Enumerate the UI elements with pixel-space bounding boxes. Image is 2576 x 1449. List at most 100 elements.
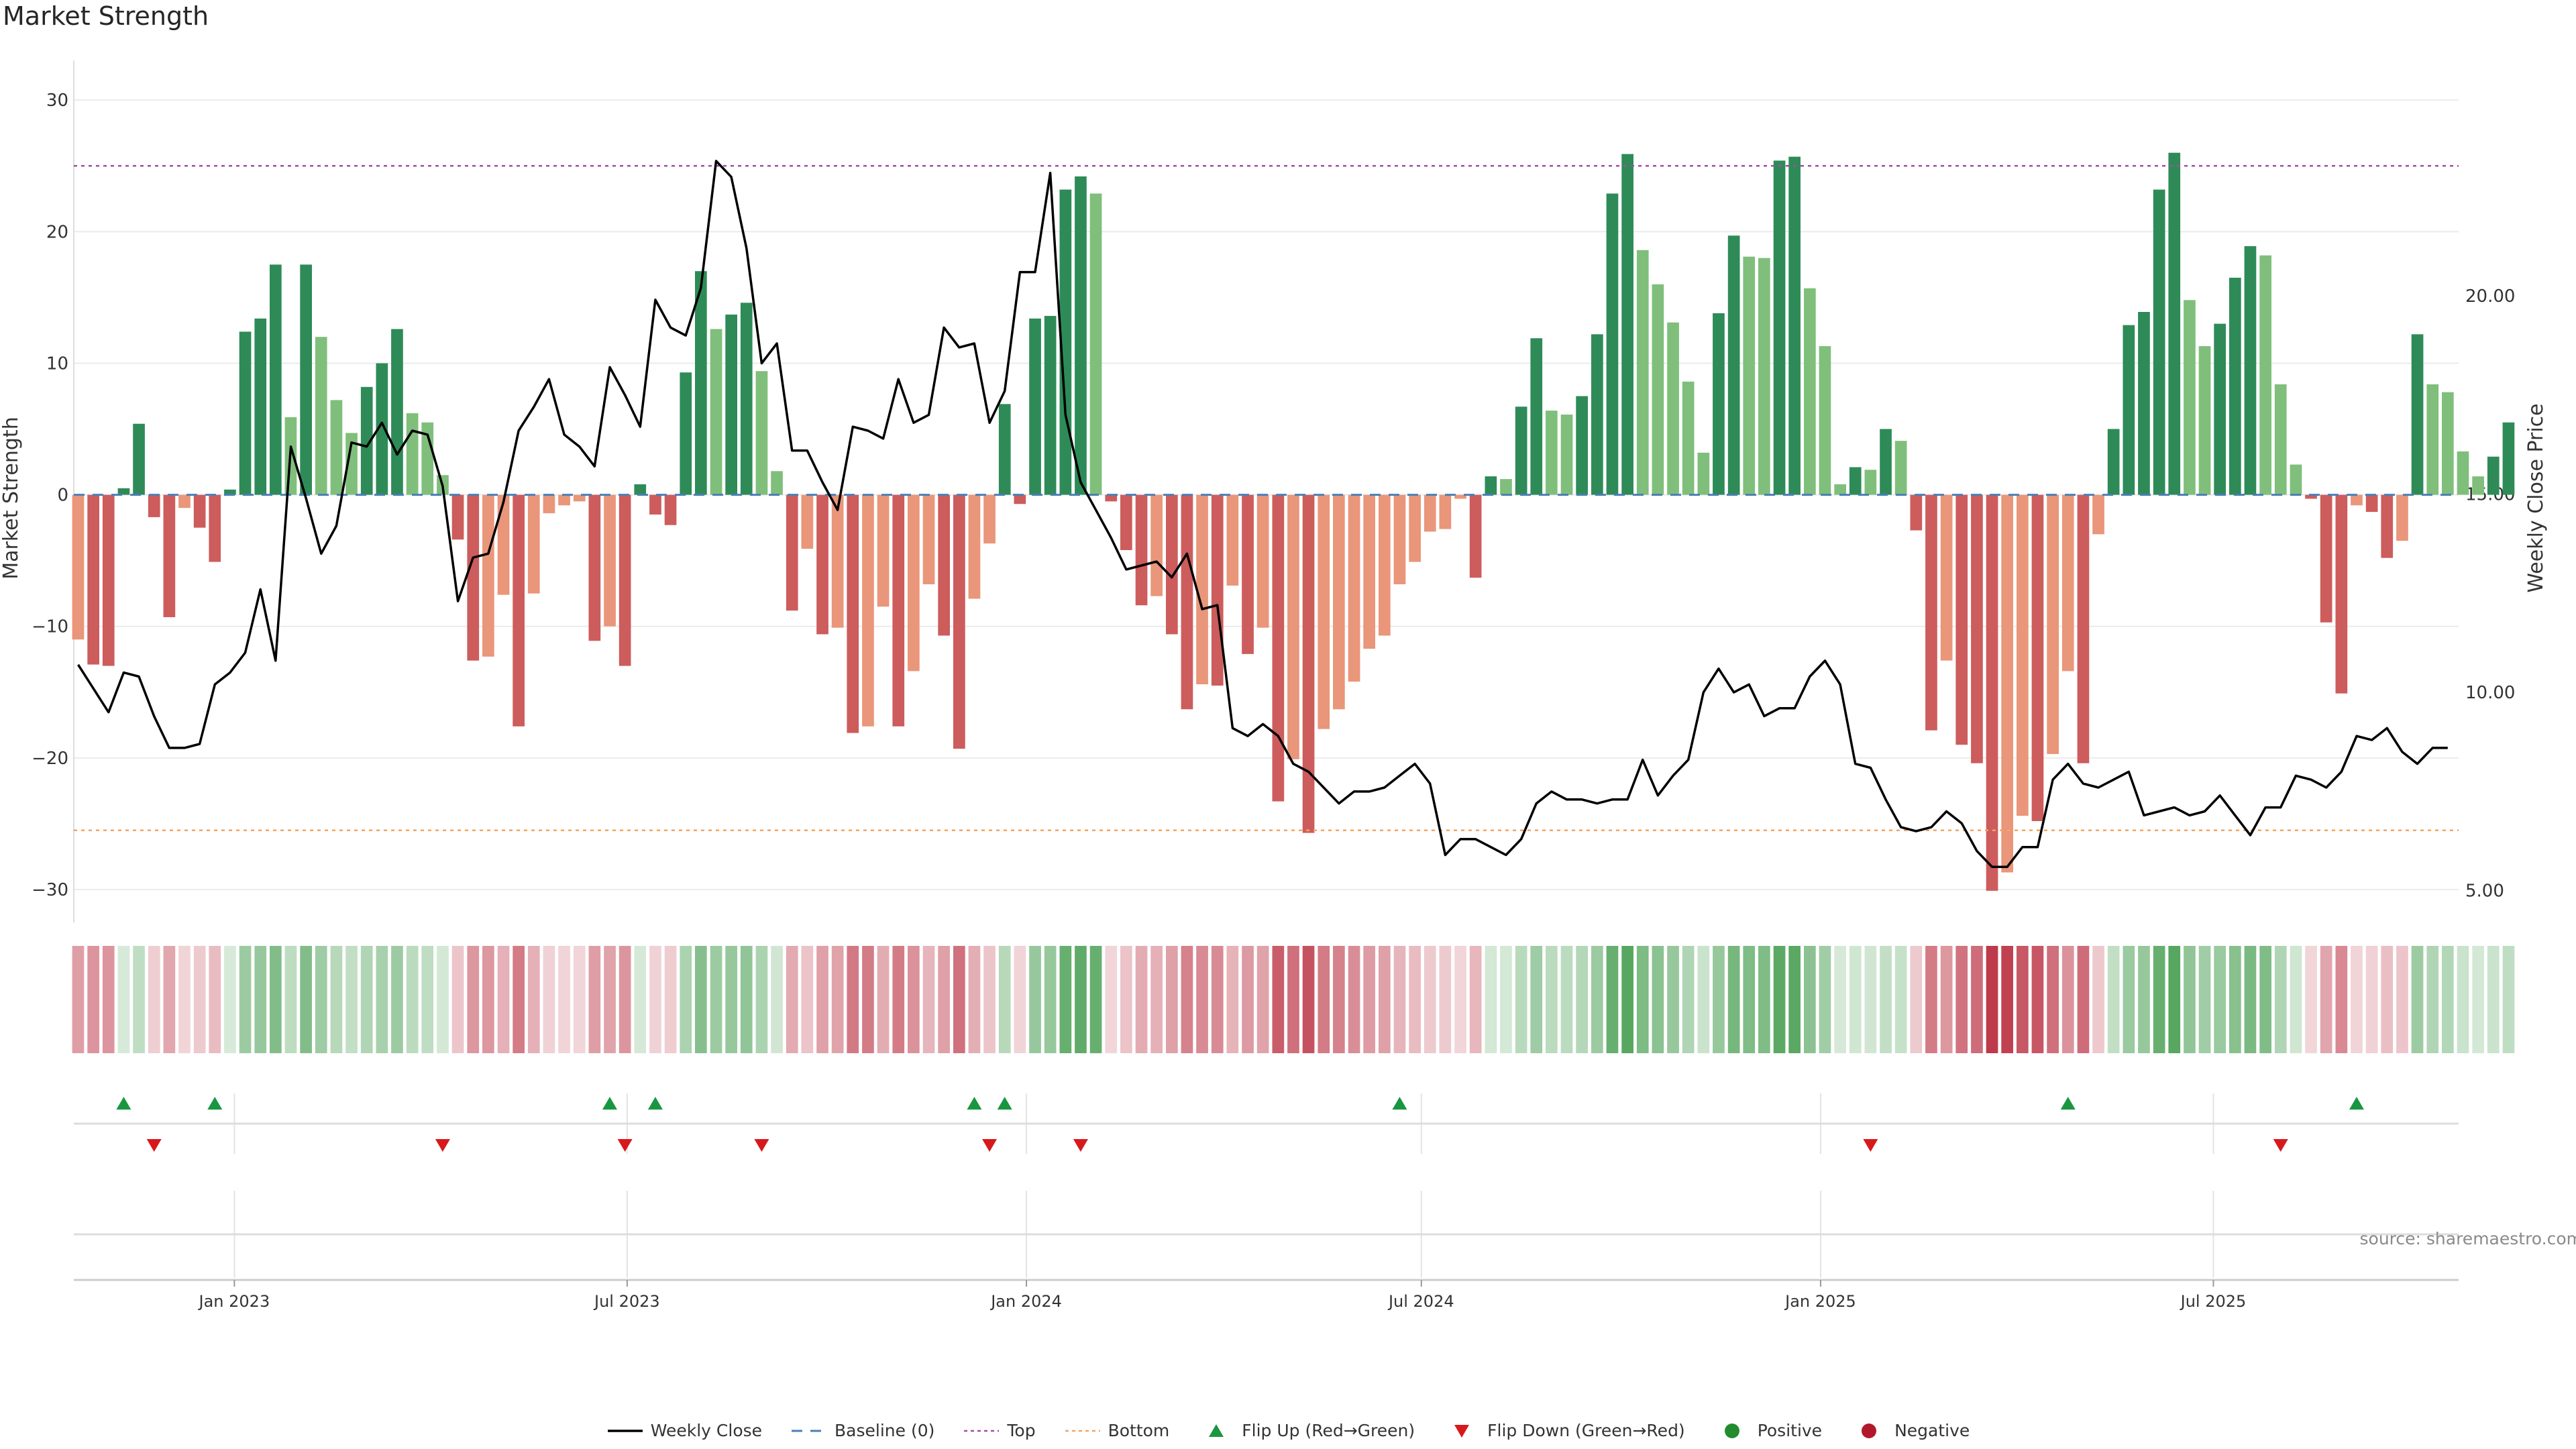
strength-bar (1894, 441, 1907, 495)
legend-item-flip_down: Flip Down (Green→Red) (1443, 1421, 1685, 1440)
heat-cell (178, 946, 191, 1053)
strength-bar (2396, 494, 2408, 541)
heat-cell (908, 946, 920, 1053)
strength-bar (1287, 494, 1299, 759)
strength-bar (634, 484, 647, 495)
heat-cell (527, 946, 540, 1053)
strength-bar (968, 494, 981, 599)
heat-cell (1621, 946, 1633, 1053)
strength-bar (1819, 346, 1831, 495)
heat-cell (1894, 946, 1907, 1053)
heat-cell (1059, 946, 1072, 1053)
strength-bar (922, 494, 935, 584)
heat-cell (1834, 946, 1846, 1053)
heat-cell (1925, 946, 1937, 1053)
strength-bar (695, 271, 707, 495)
strength-bar (2305, 494, 2317, 499)
heat-cell (2320, 946, 2332, 1053)
baseline-legend-icon (792, 1430, 827, 1432)
flip-down-marker (982, 1139, 998, 1152)
strength-bar (2259, 255, 2271, 495)
heat-cell (801, 946, 814, 1053)
strength-bar (710, 329, 722, 495)
heat-cell (968, 946, 981, 1053)
strength-bar (2123, 325, 2135, 495)
heat-cell (2198, 946, 2211, 1053)
strength-bar (649, 494, 661, 515)
heat-cell (1424, 946, 1436, 1053)
heat-cell (1971, 946, 1983, 1053)
heat-cell (1135, 946, 1148, 1053)
strength-bar (2107, 429, 2120, 495)
negative-legend-icon (1862, 1423, 1877, 1438)
strength-bar (983, 494, 996, 544)
strength-bar (2229, 278, 2241, 495)
heat-cell (1211, 946, 1224, 1053)
legend-label: Weekly Close (650, 1421, 763, 1440)
heat-cell (2305, 946, 2317, 1053)
y-tick-label: 10 (46, 354, 68, 374)
strength-bar (558, 494, 570, 506)
strength-bar (360, 386, 373, 495)
heat-cell (1363, 946, 1375, 1053)
strength-bar (831, 494, 844, 628)
strength-bar (1743, 256, 1756, 495)
strength-bar (467, 494, 480, 661)
heat-cell (573, 946, 586, 1053)
heat-cell (1439, 946, 1452, 1053)
strength-bar (254, 318, 267, 495)
heat-cell (224, 946, 236, 1053)
strength-bar (953, 494, 965, 749)
strength-bar (2214, 323, 2226, 495)
strength-bar (938, 494, 950, 636)
strength-bar (1849, 467, 1862, 495)
strength-bar (543, 494, 555, 514)
heat-cell (998, 946, 1011, 1053)
strength-bar (1166, 494, 1178, 635)
heat-cell (2290, 946, 2302, 1053)
flip-up-marker (997, 1097, 1012, 1110)
flip_up-legend-icon (1209, 1424, 1224, 1437)
strength-bar (604, 494, 616, 627)
heat-cell (117, 946, 130, 1053)
heat-cell (2259, 946, 2271, 1053)
heat-cell (1150, 946, 1163, 1053)
strength-bar (1029, 318, 1041, 495)
strength-bar (1242, 494, 1254, 654)
strength-bar (1075, 176, 1087, 495)
heat-cell (1743, 946, 1756, 1053)
heat-cell (2031, 946, 2044, 1053)
strength-bar (1044, 315, 1057, 495)
strength-bar (664, 494, 677, 525)
y-tick-label: −30 (32, 880, 68, 900)
heat-cell (193, 946, 206, 1053)
strength-bar (2335, 494, 2348, 694)
legend-item-negative: Negative (1850, 1421, 1970, 1440)
strength-bar (497, 494, 510, 595)
heat-cell (1379, 946, 1391, 1053)
strength-bar (771, 471, 783, 495)
strength-bar (2047, 494, 2059, 754)
heat-cell (482, 946, 494, 1053)
heat-cell (725, 946, 737, 1053)
strength-bar (1333, 494, 1345, 710)
x-tick-label: Jul 2023 (593, 1292, 660, 1311)
legend-label: Flip Down (Green→Red) (1487, 1421, 1685, 1440)
strength-bar (1272, 494, 1285, 802)
heat-cell (1546, 946, 1558, 1053)
heat-cell (604, 946, 616, 1053)
heat-cell (892, 946, 905, 1053)
heat-cell (1272, 946, 1285, 1053)
strength-bar (801, 494, 814, 549)
strength-bar (1515, 407, 1527, 495)
legend-item-baseline: Baseline (0) (790, 1421, 934, 1440)
flip_down-legend-icon (1454, 1424, 1470, 1438)
heat-cell (1880, 946, 1892, 1053)
strength-bar (315, 337, 327, 495)
heat-cell (2107, 946, 2120, 1053)
strength-bar (1713, 313, 1725, 495)
close-legend-icon (607, 1429, 643, 1432)
strength-bar (2274, 384, 2287, 495)
strength-bar (2061, 494, 2074, 672)
heat-cell (391, 946, 403, 1053)
